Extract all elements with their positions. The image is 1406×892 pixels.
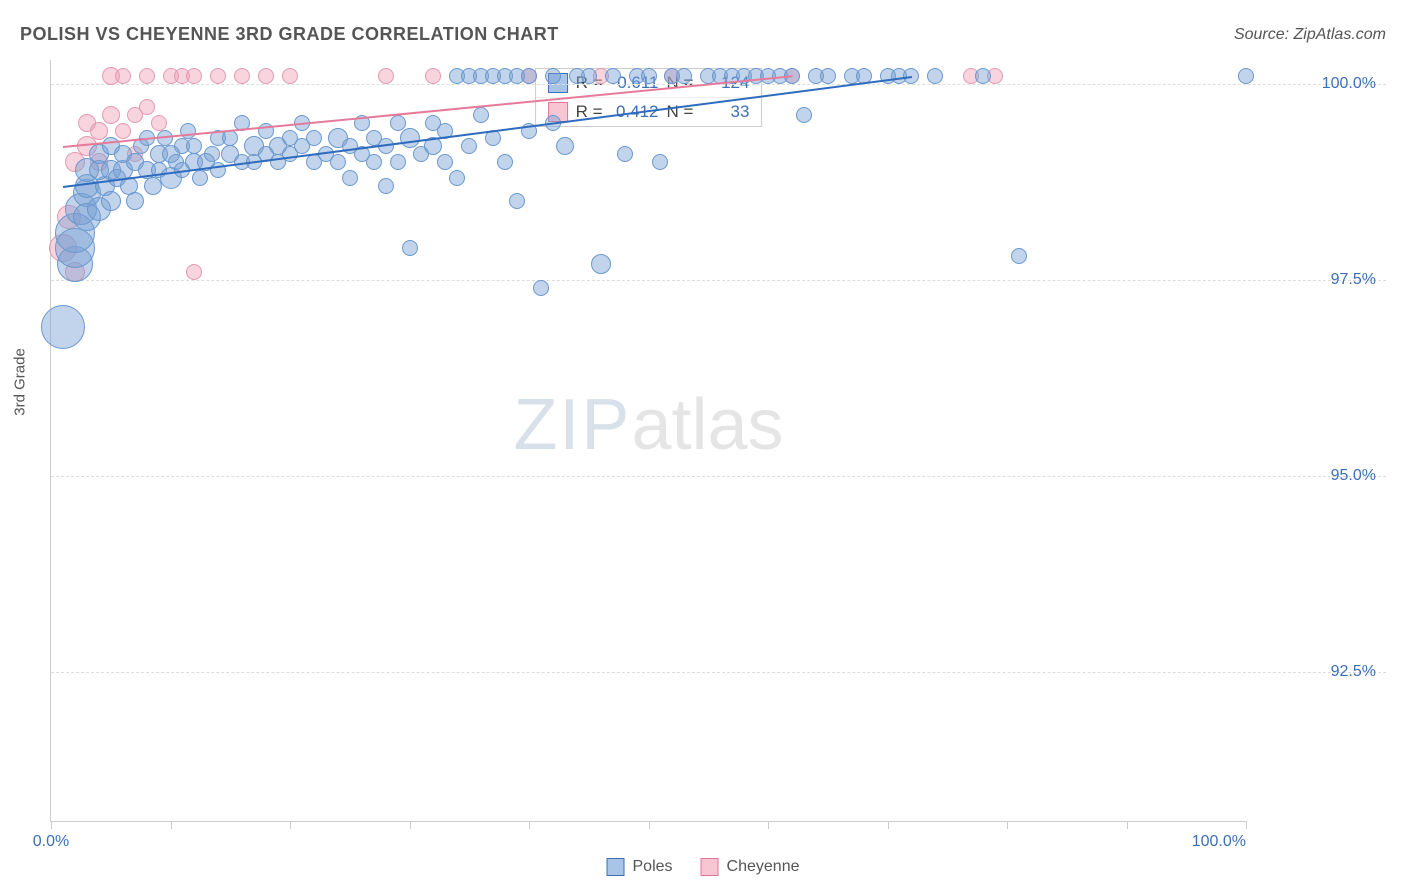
x-tick [410,821,411,829]
cheyenne-point [210,68,226,84]
x-tick [171,821,172,829]
poles-point [581,68,597,84]
cheyenne-point [115,123,131,139]
y-axis-label: 3rd Grade [12,348,29,416]
poles-point [126,192,144,210]
legend-label-poles: Poles [633,858,673,876]
poles-point [652,154,668,170]
poles-point [545,68,561,84]
gridline [51,280,1386,281]
y-tick-label: 100.0% [1256,75,1376,93]
poles-point [101,191,121,211]
poles-point [449,170,465,186]
source-label: Source: ZipAtlas.com [1234,26,1386,44]
poles-point [186,138,202,154]
y-tick-label: 97.5% [1256,271,1376,289]
cheyenne-point [151,115,167,131]
cheyenne-point [139,68,155,84]
cheyenne-point [234,68,250,84]
poles-point [461,138,477,154]
poles-point [509,193,525,209]
x-tick [888,821,889,829]
cheyenne-point [186,264,202,280]
poles-point [192,170,208,186]
x-tick [290,821,291,829]
poles-point [222,130,238,146]
poles-point [330,154,346,170]
x-tick [1127,821,1128,829]
poles-point [1011,248,1027,264]
cheyenne-point [102,106,120,124]
x-tick [768,821,769,829]
cheyenne-point [186,68,202,84]
x-tick [649,821,650,829]
gridline [51,672,1386,673]
poles-point [641,68,657,84]
n-value-cheyenne: 33 [701,102,749,122]
x-tick [1246,821,1247,829]
x-tick-label: 100.0% [1192,833,1246,851]
poles-point [521,68,537,84]
poles-point [975,68,991,84]
legend-swatch-poles [607,858,625,876]
x-tick [529,821,530,829]
watermark: ZIPatlas [513,384,783,466]
poles-point [437,154,453,170]
legend-label-cheyenne: Cheyenne [727,858,800,876]
legend-swatch-cheyenne [701,858,719,876]
legend-item-poles: Poles [607,858,673,876]
watermark-zip: ZIP [513,385,631,465]
poles-point [306,130,322,146]
x-tick-label: 0.0% [33,833,69,851]
poles-point [378,178,394,194]
plot-region: ZIPatlas R = 0.611 N = 124 R = 0.412 N =… [50,60,1246,822]
poles-point [204,146,220,162]
y-tick-label: 95.0% [1256,467,1376,485]
poles-point [676,68,692,84]
x-tick [1007,821,1008,829]
poles-point [617,146,633,162]
gridline [51,476,1386,477]
poles-point [591,254,611,274]
poles-point [796,107,812,123]
cheyenne-point [115,68,131,84]
poles-point [927,68,943,84]
series-legend: Poles Cheyenne [607,858,800,876]
x-tick [51,821,52,829]
y-tick-label: 92.5% [1256,663,1376,681]
poles-point [533,280,549,296]
legend-item-cheyenne: Cheyenne [701,858,800,876]
cheyenne-point [425,68,441,84]
poles-point [605,68,621,84]
poles-point [402,240,418,256]
poles-point [556,137,574,155]
cheyenne-point [282,68,298,84]
cheyenne-point [139,99,155,115]
poles-point [820,68,836,84]
watermark-atlas: atlas [631,385,783,465]
cheyenne-point [258,68,274,84]
poles-point [366,154,382,170]
poles-point [1238,68,1254,84]
chart-area: 3rd Grade ZIPatlas R = 0.611 N = 124 R =… [50,60,1386,822]
poles-point [41,305,85,349]
cheyenne-point [90,122,108,140]
poles-point [400,128,420,148]
poles-point [342,170,358,186]
chart-title: POLISH VS CHEYENNE 3RD GRADE CORRELATION… [20,24,559,45]
poles-point [390,154,406,170]
cheyenne-point [378,68,394,84]
poles-point [390,115,406,131]
poles-point [497,154,513,170]
poles-point [473,107,489,123]
